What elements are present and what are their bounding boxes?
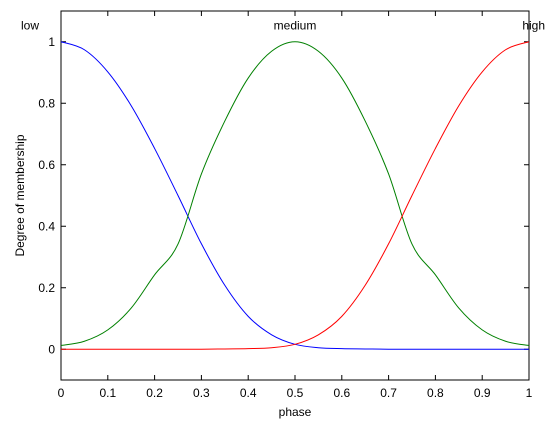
axes-box [60, 10, 530, 381]
x-tick-label: 0.6 [333, 386, 350, 400]
y-tick-label: 0.2 [38, 281, 55, 295]
series-line-medium [60, 41, 530, 347]
mf-label-medium: medium [274, 18, 317, 32]
x-tick-label: 0.8 [427, 386, 444, 400]
ticks-layer: 0 0.1 0.2 0.3 0.4 0.5 0.6 0.7 0.8 0.9 1 0 0.2 0.4 0.6 0… [38, 11, 533, 400]
y-axis-label: Degree of membership [13, 134, 27, 256]
y-tick-label: 0.4 [38, 219, 55, 233]
x-tick-label: 1 [526, 386, 533, 400]
x-tick-label: 0.3 [193, 386, 210, 400]
y-tick-label: 0.6 [38, 158, 55, 172]
x-tick-label: 0 [58, 386, 65, 400]
x-tick-label: 0.4 [240, 386, 257, 400]
x-tick-label: 0.7 [380, 386, 397, 400]
x-tick-label: 0.5 [287, 386, 304, 400]
x-tick-label: 0.9 [474, 386, 491, 400]
y-tick-label: 0 [48, 342, 55, 356]
y-tick-label: 0.8 [38, 96, 55, 110]
mf-label-high: high [522, 18, 545, 32]
series-layer [60, 41, 530, 350]
x-axis-label: phase [279, 405, 312, 419]
series-line-high [61, 41, 530, 350]
x-tick-label: 0.2 [146, 386, 163, 400]
mf-label-low: low [21, 18, 39, 32]
x-tick-label: 0.1 [99, 386, 116, 400]
y-tick-label: 1 [48, 35, 55, 49]
labels-layer: low medium high [21, 18, 545, 32]
